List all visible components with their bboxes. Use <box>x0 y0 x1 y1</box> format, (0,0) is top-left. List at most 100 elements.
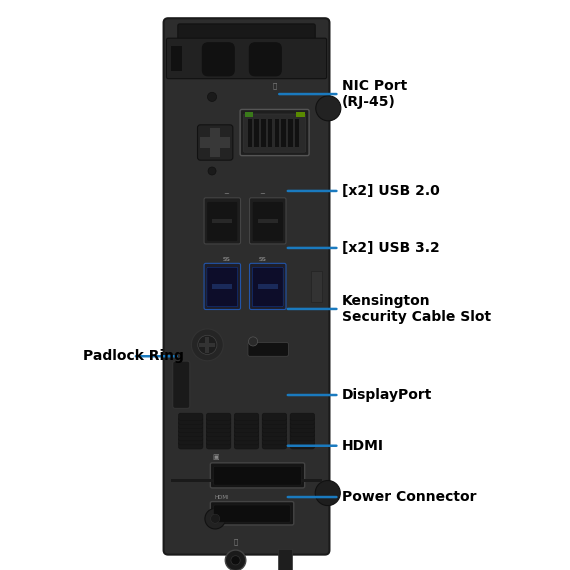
FancyBboxPatch shape <box>206 434 231 441</box>
Bar <box>247 119 252 147</box>
Text: Kensington
Security Cable Slot: Kensington Security Cable Slot <box>288 294 491 324</box>
FancyBboxPatch shape <box>290 434 315 441</box>
FancyBboxPatch shape <box>178 425 203 433</box>
FancyBboxPatch shape <box>262 413 287 420</box>
FancyBboxPatch shape <box>243 114 306 152</box>
FancyBboxPatch shape <box>206 421 231 429</box>
FancyBboxPatch shape <box>253 202 283 241</box>
Bar <box>288 119 293 147</box>
Bar <box>205 337 209 353</box>
FancyBboxPatch shape <box>173 361 190 408</box>
Bar <box>210 128 220 157</box>
FancyBboxPatch shape <box>207 267 238 307</box>
Circle shape <box>192 329 223 361</box>
Text: SS: SS <box>222 257 230 262</box>
Bar <box>201 137 230 148</box>
Bar <box>212 284 233 288</box>
FancyBboxPatch shape <box>178 24 315 42</box>
FancyBboxPatch shape <box>240 109 309 156</box>
FancyBboxPatch shape <box>202 43 234 76</box>
FancyBboxPatch shape <box>262 421 287 429</box>
Bar <box>296 112 304 117</box>
Circle shape <box>225 550 246 570</box>
Text: ⌸: ⌸ <box>272 83 276 89</box>
Circle shape <box>207 92 217 101</box>
FancyBboxPatch shape <box>178 413 203 420</box>
FancyBboxPatch shape <box>262 425 287 433</box>
FancyBboxPatch shape <box>234 438 259 445</box>
Circle shape <box>231 556 240 565</box>
Bar <box>261 119 266 147</box>
FancyBboxPatch shape <box>262 417 287 425</box>
FancyBboxPatch shape <box>178 438 203 445</box>
FancyBboxPatch shape <box>248 343 288 356</box>
FancyBboxPatch shape <box>262 430 287 437</box>
FancyBboxPatch shape <box>206 438 231 445</box>
Bar <box>254 119 259 147</box>
FancyBboxPatch shape <box>214 466 301 485</box>
Text: NIC Port
(RJ-45): NIC Port (RJ-45) <box>279 79 407 109</box>
Circle shape <box>316 96 341 121</box>
FancyBboxPatch shape <box>210 463 304 488</box>
Circle shape <box>315 481 340 506</box>
FancyBboxPatch shape <box>214 505 290 522</box>
Bar <box>171 479 322 482</box>
Bar <box>200 343 215 347</box>
FancyBboxPatch shape <box>197 125 233 160</box>
Bar <box>295 119 299 147</box>
FancyBboxPatch shape <box>178 417 203 425</box>
Text: ▣: ▣ <box>212 454 219 460</box>
Text: HDMI: HDMI <box>288 439 384 453</box>
Text: Padlock Ring: Padlock Ring <box>83 349 184 363</box>
Bar <box>275 119 279 147</box>
Text: DisplayPort: DisplayPort <box>288 388 433 402</box>
FancyBboxPatch shape <box>204 198 241 244</box>
Bar <box>212 218 233 223</box>
FancyBboxPatch shape <box>262 438 287 445</box>
Bar <box>258 218 278 223</box>
FancyBboxPatch shape <box>290 425 315 433</box>
Text: Power Connector: Power Connector <box>288 490 477 504</box>
FancyBboxPatch shape <box>204 263 241 310</box>
FancyBboxPatch shape <box>290 421 315 429</box>
FancyBboxPatch shape <box>166 38 327 79</box>
Bar <box>282 119 286 147</box>
FancyBboxPatch shape <box>290 442 315 449</box>
Text: [x2] USB 2.0: [x2] USB 2.0 <box>288 184 439 198</box>
FancyBboxPatch shape <box>234 434 259 441</box>
FancyBboxPatch shape <box>206 417 231 425</box>
FancyBboxPatch shape <box>178 421 203 429</box>
Circle shape <box>198 335 217 355</box>
FancyBboxPatch shape <box>206 413 231 420</box>
FancyBboxPatch shape <box>206 430 231 437</box>
Circle shape <box>249 337 258 346</box>
FancyBboxPatch shape <box>290 417 315 425</box>
Text: [x2] USB 3.2: [x2] USB 3.2 <box>288 241 439 255</box>
FancyBboxPatch shape <box>178 430 203 437</box>
FancyBboxPatch shape <box>234 413 259 420</box>
FancyBboxPatch shape <box>234 417 259 425</box>
Bar <box>258 284 278 288</box>
FancyBboxPatch shape <box>178 434 203 441</box>
Bar <box>245 112 253 117</box>
Circle shape <box>208 167 216 175</box>
FancyBboxPatch shape <box>253 267 283 307</box>
FancyBboxPatch shape <box>250 263 286 310</box>
FancyBboxPatch shape <box>250 43 282 76</box>
FancyBboxPatch shape <box>206 442 231 449</box>
Bar <box>171 46 182 71</box>
FancyBboxPatch shape <box>234 442 259 449</box>
Bar <box>278 549 292 570</box>
FancyBboxPatch shape <box>178 442 203 449</box>
FancyBboxPatch shape <box>164 18 329 555</box>
Circle shape <box>211 514 220 523</box>
FancyBboxPatch shape <box>234 430 259 437</box>
FancyBboxPatch shape <box>250 198 286 244</box>
FancyBboxPatch shape <box>290 438 315 445</box>
Text: ⏻: ⏻ <box>234 539 238 545</box>
FancyBboxPatch shape <box>262 434 287 441</box>
FancyBboxPatch shape <box>234 421 259 429</box>
FancyBboxPatch shape <box>290 430 315 437</box>
Text: ~: ~ <box>223 191 229 197</box>
Text: HDMI: HDMI <box>215 495 230 500</box>
